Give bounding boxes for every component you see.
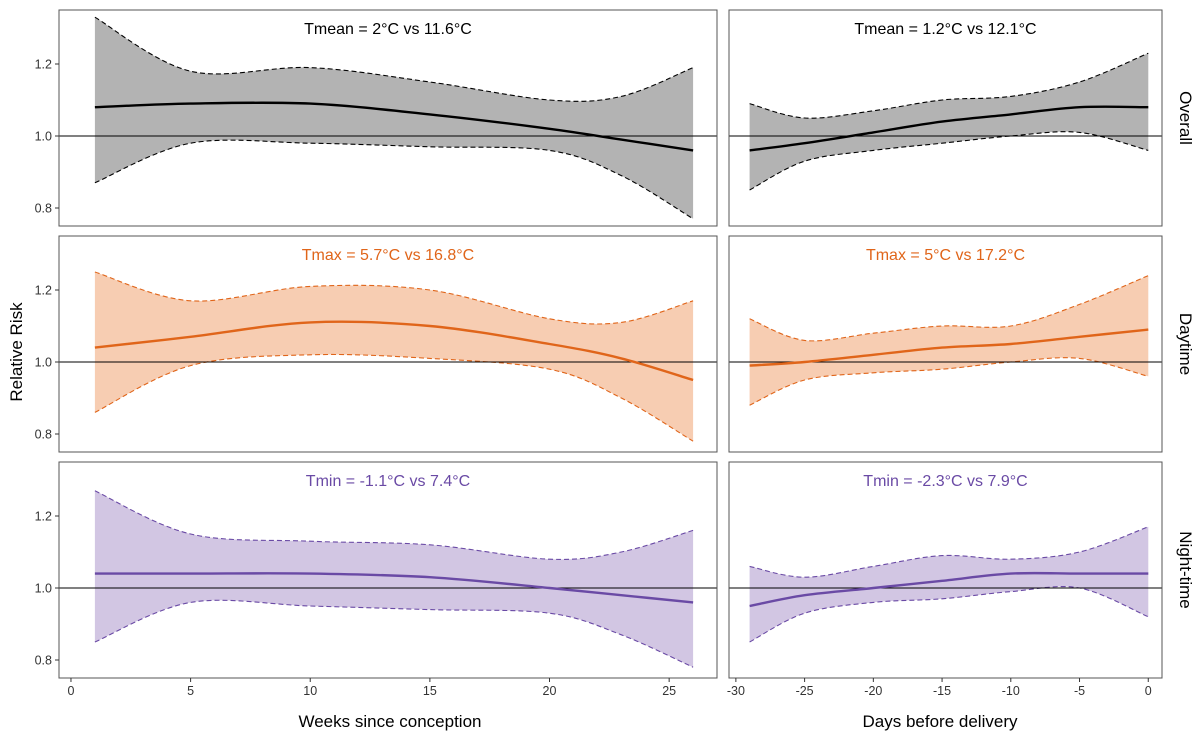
x-tick-label: -5: [1074, 684, 1085, 698]
row-label-overall: Overall: [1176, 91, 1195, 145]
panel-plot-area: [729, 275, 1162, 406]
confidence-band: [94, 490, 694, 668]
facet-panel: Tmean = 1.2°C vs 12.1°C: [728, 9, 1163, 227]
upper-bound-line: [749, 275, 1149, 342]
facet-panel: Tmax = 5.7°C vs 16.8°C 0.8 1.0 1.2: [35, 235, 718, 453]
upper-bound-line: [94, 490, 694, 560]
panel-plot-area: [59, 271, 717, 442]
x-tick-label: -25: [796, 684, 814, 698]
row-label-daytime: Daytime: [1176, 313, 1195, 375]
panel-frame: [728, 235, 1163, 453]
x-tick-label: 0: [1145, 684, 1152, 698]
panel-label: Tmax = 5°C vs 17.2°C: [866, 247, 1025, 264]
panel-frame: [728, 9, 1163, 227]
upper-bound-line: [749, 526, 1149, 578]
y-tick-label: 1.2: [35, 284, 52, 298]
panel-label: Tmean = 2°C vs 11.6°C: [304, 21, 472, 38]
series-line: [749, 571, 1149, 608]
lower-bound-line: [749, 357, 1149, 406]
x-tick-label: -20: [864, 684, 882, 698]
lower-bound-line: [94, 353, 694, 442]
y-tick-label: 0.8: [35, 202, 52, 216]
panel-frame: [58, 235, 718, 453]
x-tick-label: 20: [543, 684, 557, 698]
x-tick-label: 25: [662, 684, 676, 698]
y-axis-title: Relative Risk: [7, 302, 26, 402]
confidence-band: [749, 275, 1149, 406]
panel-label: Tmin = -2.3°C vs 7.9°C: [863, 473, 1027, 490]
panel-label: Tmean = 1.2°C vs 12.1°C: [854, 21, 1036, 38]
series-line: [94, 572, 694, 604]
panel-plot-area: [59, 16, 717, 220]
x-tick-label: -30: [727, 684, 745, 698]
panel-plot-area: [59, 490, 717, 668]
series-line: [94, 101, 694, 152]
upper-bound-line: [94, 271, 694, 325]
facet-panel: Tmin = -2.3°C vs 7.9°C -30 -25 -20 -15 -10 -5 0: [727, 461, 1163, 698]
x-axis-title-days: Days before delivery: [863, 712, 1018, 731]
x-axis-title-weeks: Weeks since conception: [298, 712, 481, 731]
panel-frame: [58, 9, 718, 227]
lower-bound-line: [94, 599, 694, 668]
facet-panel: Tmin = -1.1°C vs 7.4°C 0.8 1.0 1.2 0 5 10 15 20 2…: [35, 461, 718, 698]
lower-bound-line: [749, 131, 1149, 191]
y-tick-label: 1.2: [35, 58, 52, 72]
confidence-band: [94, 17, 694, 219]
panel-plot-area: [729, 52, 1162, 191]
confidence-band: [94, 272, 694, 442]
x-tick-label: 15: [423, 684, 437, 698]
y-tick-label: 1.0: [35, 356, 52, 370]
y-tick-label: 0.8: [35, 428, 52, 442]
x-tick-label: -15: [933, 684, 951, 698]
lower-bound-line: [94, 139, 694, 220]
y-tick-label: 1.0: [35, 582, 52, 596]
y-tick-label: 1.2: [35, 510, 52, 524]
facet-panel: Tmax = 5°C vs 17.2°C: [728, 235, 1163, 453]
facet-panels: Tmean = 2°C vs 11.6°C 0.8 1.0 1.2 Tmean = 1.…: [35, 9, 1163, 698]
confidence-band: [749, 526, 1149, 642]
series-line: [94, 320, 694, 382]
panel-frame: [58, 461, 718, 679]
panel-label: Tmin = -1.1°C vs 7.4°C: [306, 473, 470, 490]
panel-plot-area: [729, 526, 1162, 643]
upper-bound-line: [94, 16, 694, 102]
x-tick-label: 0: [67, 684, 74, 698]
series-line: [749, 105, 1149, 152]
y-tick-label: 0.8: [35, 654, 52, 668]
panel-label: Tmax = 5.7°C vs 16.8°C: [302, 247, 474, 264]
upper-bound-line: [749, 52, 1149, 119]
y-tick-label: 1.0: [35, 130, 52, 144]
series-line: [749, 328, 1149, 367]
panel-frame: [728, 461, 1163, 679]
x-tick-label: 5: [187, 684, 194, 698]
row-label-night-time: Night-time: [1176, 531, 1195, 608]
x-tick-label: -10: [1002, 684, 1020, 698]
facet-panel: Tmean = 2°C vs 11.6°C 0.8 1.0 1.2: [35, 9, 718, 227]
x-tick-label: 10: [303, 684, 317, 698]
